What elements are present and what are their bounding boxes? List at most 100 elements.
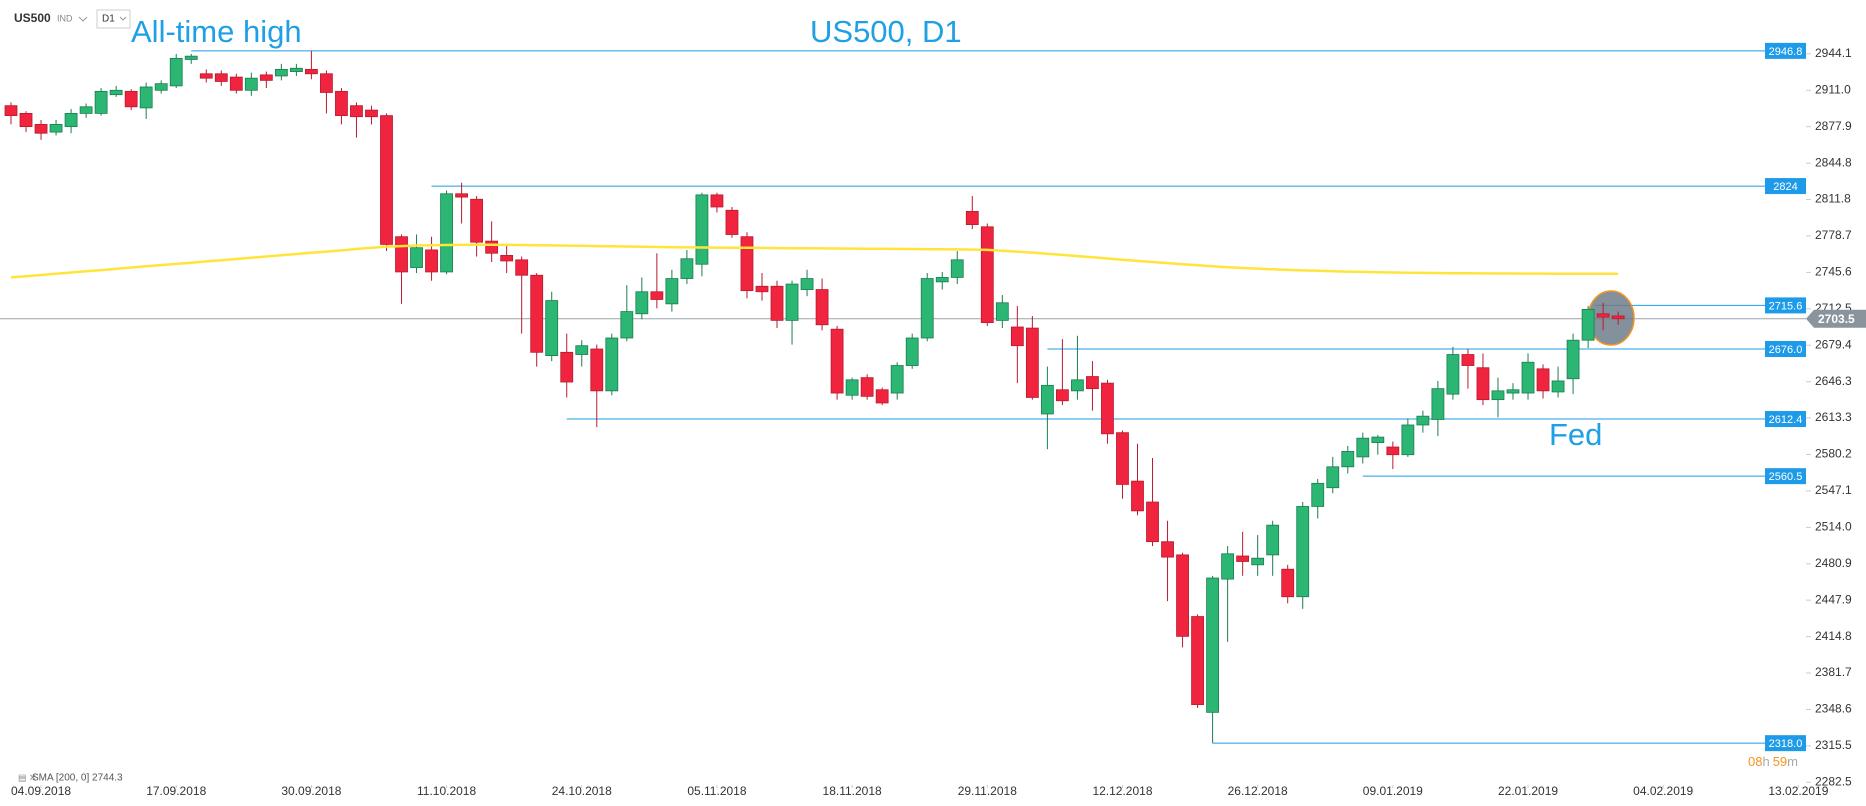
highlight (1587, 290, 1635, 346)
candle-body (815, 289, 829, 326)
candle-body (124, 90, 138, 108)
candle-body (500, 255, 514, 262)
candle-body (965, 210, 979, 226)
level-box (1765, 297, 1806, 314)
indicator-icon[interactable]: ▤ ✕ (18, 772, 37, 782)
candle-body (410, 247, 423, 268)
candle-body (19, 113, 33, 128)
candle-body (995, 302, 1009, 321)
candle-body (560, 351, 574, 383)
x-tick-label: 05.11.2018 (687, 784, 746, 798)
candle-body (1221, 553, 1235, 580)
candle-body (665, 278, 679, 305)
level-box (1765, 468, 1806, 485)
candle-body (800, 278, 814, 290)
candle-body (890, 365, 904, 394)
candle-body (274, 68, 288, 77)
candle-body (1191, 616, 1204, 706)
candle-body (109, 89, 123, 96)
y-tick-label: 2447.9 (1815, 592, 1852, 606)
level-label: 2824 (1773, 181, 1797, 193)
x-tick-label: 11.10.2018 (417, 784, 476, 798)
candle-body (635, 291, 649, 315)
candle-body (395, 236, 408, 273)
candle-body (34, 124, 48, 134)
symbol: US500 (14, 11, 51, 25)
x-tick-label: 26.12.2018 (1228, 784, 1288, 798)
candle-body (1341, 451, 1355, 468)
y-tick-label: 2315.5 (1815, 738, 1852, 752)
y-tick-label: 2514.0 (1815, 520, 1852, 534)
x-tick-label: 12.12.2018 (1092, 784, 1152, 798)
candle-body (1371, 436, 1385, 443)
candle-body (545, 300, 559, 357)
candle-body (1566, 339, 1580, 380)
dropdown-arrow (119, 16, 127, 21)
level-label: 2946.8 (1769, 46, 1803, 58)
candle-body (725, 209, 739, 235)
candle-body (1581, 308, 1595, 341)
candle-body (1176, 554, 1189, 637)
candle-body (1476, 367, 1490, 401)
candle-body (1161, 541, 1174, 558)
candle-body (320, 73, 333, 93)
candle-body (650, 291, 664, 300)
y-tick-label: 2679.4 (1815, 337, 1852, 351)
candle-body (740, 236, 754, 292)
candle-body (905, 337, 919, 366)
candle-body (259, 74, 273, 81)
candle-body (79, 106, 93, 114)
countdown-hours: 08 (1748, 754, 1762, 769)
candle-body (1446, 354, 1460, 395)
timeframe[interactable]: D1 (102, 14, 115, 25)
candle-body (575, 345, 589, 355)
candle-body (860, 377, 874, 397)
candle-body (154, 83, 168, 91)
level-box (1765, 42, 1806, 59)
candle-body (455, 193, 469, 198)
candle-body (680, 258, 694, 279)
candle-body (1251, 557, 1265, 566)
candle-body (244, 77, 258, 91)
y-tick-label: 2414.8 (1815, 629, 1852, 643)
candle-body (1596, 313, 1610, 318)
x-tick-label: 04.09.2018 (11, 784, 71, 798)
y-tick-label: 2381.7 (1815, 665, 1852, 679)
candle-body (94, 90, 108, 114)
candle-body (229, 76, 243, 91)
candle-body (1311, 482, 1325, 507)
candle-body (755, 285, 769, 293)
candle-body (1010, 326, 1024, 347)
countdown-minutes: 59 (1773, 754, 1787, 769)
candle-body (1116, 432, 1129, 485)
candle-body (1206, 577, 1219, 713)
y-tick-label: 2480.9 (1815, 556, 1852, 570)
y-tick-label: 2580.2 (1815, 447, 1852, 461)
timeframe-box[interactable] (96, 9, 131, 29)
candle-body (1266, 524, 1280, 556)
candle-body (365, 109, 378, 118)
candle-body (695, 194, 709, 265)
candle-body (289, 67, 303, 72)
x-tick-label: 09.01.2019 (1363, 784, 1423, 798)
y-tick-label: 2911.0 (1815, 82, 1851, 96)
candle-body (1086, 376, 1099, 390)
y-tick-label: 2877.9 (1815, 119, 1852, 133)
candle-body (380, 115, 393, 245)
candle-body (350, 105, 363, 118)
candle-body (875, 389, 889, 404)
candle-body (1416, 415, 1430, 426)
countdown-unit: h (1762, 754, 1769, 769)
level-box (1765, 411, 1806, 428)
candle-body (1056, 389, 1069, 402)
candle-body (530, 274, 544, 353)
indicator-label: SMA [200, 0] 2744.3 (32, 773, 123, 784)
candle-body (440, 193, 453, 273)
candle-body (1356, 437, 1370, 458)
annotation: Fed (1549, 417, 1602, 452)
candle-body (335, 90, 348, 117)
x-tick-label: 17.09.2018 (146, 784, 206, 798)
